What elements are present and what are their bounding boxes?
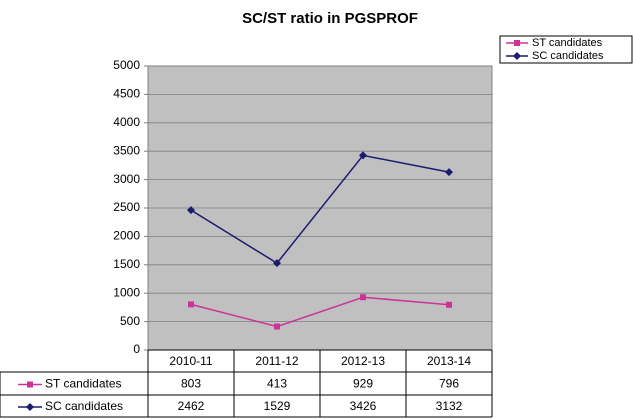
y-tick-label: 4000 — [113, 115, 140, 129]
y-tick-label: 2000 — [113, 229, 140, 243]
series-line — [190, 296, 450, 328]
legend-label: ST candidates — [532, 37, 603, 49]
data-point — [446, 301, 452, 308]
data-point — [273, 259, 281, 268]
legend-box — [499, 35, 633, 64]
y-tick-label: 3500 — [113, 143, 140, 157]
y-tick-label: 2500 — [113, 200, 140, 214]
y-tick-label: 1500 — [113, 257, 140, 271]
series-line — [190, 154, 450, 265]
y-tick-label: 4500 — [113, 87, 140, 101]
table-row-label: ST candidates — [45, 377, 122, 391]
chart-title: SC/ST ratio in PGSPROF — [242, 10, 418, 27]
y-tick-label: 5000 — [113, 58, 140, 72]
x-tick-label: 2011-12 — [255, 354, 298, 368]
legend-marker — [514, 40, 520, 46]
data-point — [359, 151, 367, 160]
y-tick-label: 1000 — [113, 285, 140, 299]
table-cell: 929 — [353, 377, 373, 391]
data-point — [445, 168, 453, 177]
y-tick-label: 3000 — [113, 172, 140, 186]
legend-marker — [513, 52, 521, 60]
data-point — [187, 206, 195, 215]
table-cell: 413 — [267, 377, 287, 391]
table-cell: 2462 — [178, 399, 205, 413]
x-tick-label: 2010-11 — [169, 354, 212, 368]
table-cell: 796 — [439, 377, 459, 391]
data-point — [188, 301, 194, 308]
table-legend-marker — [27, 381, 33, 388]
table-cell: 3132 — [436, 399, 463, 413]
legend-label: SC candidates — [532, 50, 604, 62]
table-cell: 3426 — [350, 399, 377, 413]
data-point — [274, 323, 280, 330]
table-legend-marker — [26, 403, 34, 411]
table-cell: 803 — [181, 377, 201, 391]
data-point — [360, 294, 366, 301]
table-row-label: SC candidates — [45, 399, 123, 413]
x-tick-label: 2013-14 — [427, 354, 471, 368]
table-cell: 1529 — [264, 399, 291, 413]
y-tick-label: 0 — [133, 342, 140, 356]
y-tick-label: 500 — [120, 314, 140, 328]
x-tick-label: 2012-13 — [341, 354, 385, 368]
